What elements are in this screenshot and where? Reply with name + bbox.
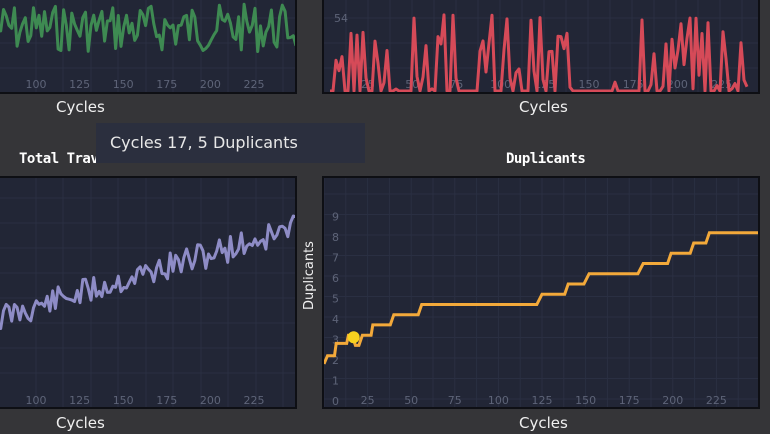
y-tick-label: 3 [332, 334, 339, 347]
x-tick-label: 200 [662, 394, 683, 407]
y-tick-label: 0 [332, 395, 339, 408]
grid-lines [0, 0, 295, 92]
x-tick-label: 225 [706, 394, 727, 407]
x-tick-label: 50 [404, 394, 418, 407]
y-tick-label: 9 [332, 211, 339, 224]
x-tick-label: 200 [200, 78, 221, 91]
x-tick-label: 225 [244, 394, 265, 407]
hover-tooltip: Cycles 17, 5 Duplicants [96, 123, 365, 163]
top-left-series-line [0, 2, 295, 53]
top-right-x-axis-label: Cycles [519, 98, 568, 116]
x-tick-label: 175 [156, 78, 177, 91]
x-tick-label: 150 [113, 394, 134, 407]
x-tick-label: 150 [575, 394, 596, 407]
x-tick-label: 125 [532, 394, 553, 407]
x-tick-label: 175 [156, 394, 177, 407]
bottom-left-plot: 100 125 150 175 200 225 [0, 178, 295, 407]
grid-lines [324, 178, 758, 407]
x-tick-label: 100 [26, 78, 47, 91]
hover-point-marker [347, 331, 360, 344]
y-tick-label: 5 [332, 293, 339, 306]
bottom-right-plot: 0 1 2 3 4 5 6 7 8 9 25 50 75 100 125 150 175 200 225 [324, 178, 758, 408]
x-tick-label: 150 [579, 78, 600, 91]
x-tick-label: 100 [488, 394, 509, 407]
grid-lines [0, 178, 295, 407]
y-tick-label: 6 [332, 272, 339, 285]
bottom-left-x-axis-label: Cycles [56, 414, 105, 432]
y-tick-label: 1 [332, 375, 339, 388]
x-tick-label: 150 [113, 78, 134, 91]
top-right-series-line [330, 13, 749, 92]
x-tick-label: 225 [244, 78, 265, 91]
x-tick-label: 25 [361, 394, 375, 407]
y-tick-label: 7 [332, 252, 339, 265]
y-tick-label: 2 [332, 354, 339, 367]
x-tick-label: 200 [200, 394, 221, 407]
x-tick-label: 125 [69, 78, 90, 91]
y-tick-label: 4 [332, 313, 339, 326]
bottom-right-y-axis-label: Duplicants [302, 241, 317, 310]
chart-panel-bottom-left: 100 125 150 175 200 225 [0, 176, 297, 409]
x-tick-label: 200 [667, 78, 688, 91]
chart-panel-bottom-right: 0 1 2 3 4 5 6 7 8 9 25 50 75 100 125 150 175 200 225 [322, 176, 760, 409]
bottom-right-chart-title: Duplicants [506, 151, 586, 167]
top-left-x-axis-label: Cycles [56, 98, 105, 116]
x-tick-label: 100 [26, 394, 47, 407]
y-tick-label: 8 [332, 231, 339, 244]
chart-panel-top-right: 54 25 50 75 100 125 150 175 200 225 [322, 0, 760, 94]
top-left-plot: 100 125 150 175 200 225 [0, 0, 295, 92]
x-tick-label: 75 [448, 394, 462, 407]
x-tick-label: 175 [619, 394, 640, 407]
y-tick-label: 54 [334, 12, 348, 25]
bottom-right-x-axis-label: Cycles [519, 414, 568, 432]
chart-panel-top-left: 100 125 150 175 200 225 [0, 0, 297, 94]
bottom-left-series-line [0, 214, 295, 330]
x-tick-label: 125 [69, 394, 90, 407]
